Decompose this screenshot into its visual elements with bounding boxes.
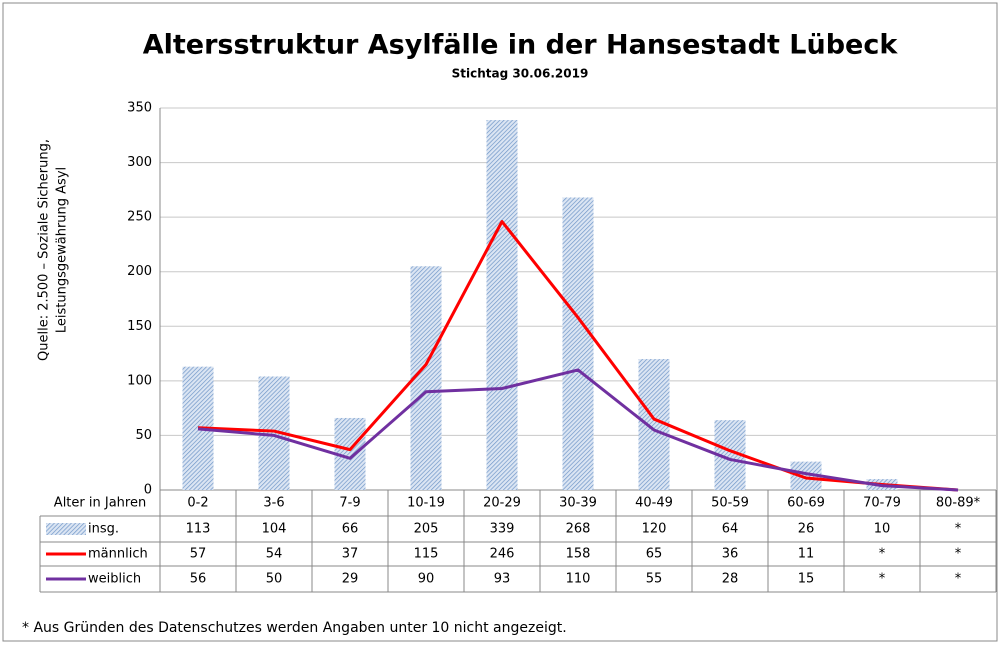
table-cell: 64 [722,522,739,537]
x-axis-label: Alter in Jahren [54,496,146,511]
table-cell: 93 [494,572,511,587]
x-tick-label: 0-2 [187,496,208,511]
table-cell: 56 [190,572,207,587]
x-tick-label: 30-39 [559,496,597,511]
table-cell: 120 [642,522,667,537]
table-cell: 54 [266,547,283,562]
table-cell: 10 [874,522,891,537]
table-cell: * [879,547,886,562]
table-cell: 36 [722,547,739,562]
table-cell: * [879,572,886,587]
table-cell: 65 [646,547,663,562]
table-cell: 15 [798,572,815,587]
table-cell: 11 [798,547,815,562]
table-cell: 104 [262,522,287,537]
x-tick-label: 50-59 [711,496,749,511]
y-tick-label: 150 [127,319,152,334]
y-tick-label: 300 [127,155,152,170]
table-cell: 26 [798,522,815,537]
bar [486,120,518,491]
table-cell: 50 [266,572,283,587]
legend-label: weiblich [88,572,141,587]
y-tick-label: 200 [127,264,152,279]
x-tick-label: 3-6 [263,496,284,511]
y-tick-label: 250 [127,210,152,225]
table-cell: 113 [186,522,211,537]
legend-label: insg. [88,522,119,537]
x-tick-label: 70-79 [863,496,901,511]
table-cell: * [955,572,962,587]
y-tick-label: 0 [144,483,152,498]
table-cell: 55 [646,572,663,587]
x-tick-label: 7-9 [339,496,360,511]
y-tick-label: 350 [127,101,152,116]
line [197,368,959,492]
legend-label: männlich [88,547,148,562]
bar [562,197,594,491]
y-axis-label: Leistungsgewährung Asyl [55,167,70,333]
x-tick-label: 60-69 [787,496,825,511]
y-axis-label: Quelle: 2.500 – Soziale Sicherung, [37,139,52,361]
table-cell: * [955,522,962,537]
legend-key [46,523,86,535]
x-tick-label: 10-19 [407,496,445,511]
x-tick-label: 40-49 [635,496,673,511]
x-tick-label: 80-89* [936,496,981,511]
table-cell: 268 [566,522,591,537]
table-cell: 115 [414,547,439,562]
table-cell: 339 [490,522,515,537]
table-cell: 110 [566,572,591,587]
chart-subtitle: Stichtag 30.06.2019 [452,67,589,81]
table-cell: 29 [342,572,359,587]
x-tick-label: 20-29 [483,496,521,511]
table-cell: 246 [490,547,515,562]
table-cell: 57 [190,547,207,562]
y-tick-label: 50 [135,428,152,443]
line [197,220,959,492]
table-cell: 205 [414,522,439,537]
footnote: * Aus Gründen des Datenschutzes werden A… [22,620,567,636]
table-cell: 66 [342,522,359,537]
table-cell: * [955,547,962,562]
table-cell: 158 [566,547,591,562]
table-cell: 28 [722,572,739,587]
y-tick-label: 100 [127,373,152,388]
table-cell: 90 [418,572,435,587]
chart-title: Altersstruktur Asylfälle in der Hansesta… [143,30,899,61]
table-cell: 37 [342,547,359,562]
